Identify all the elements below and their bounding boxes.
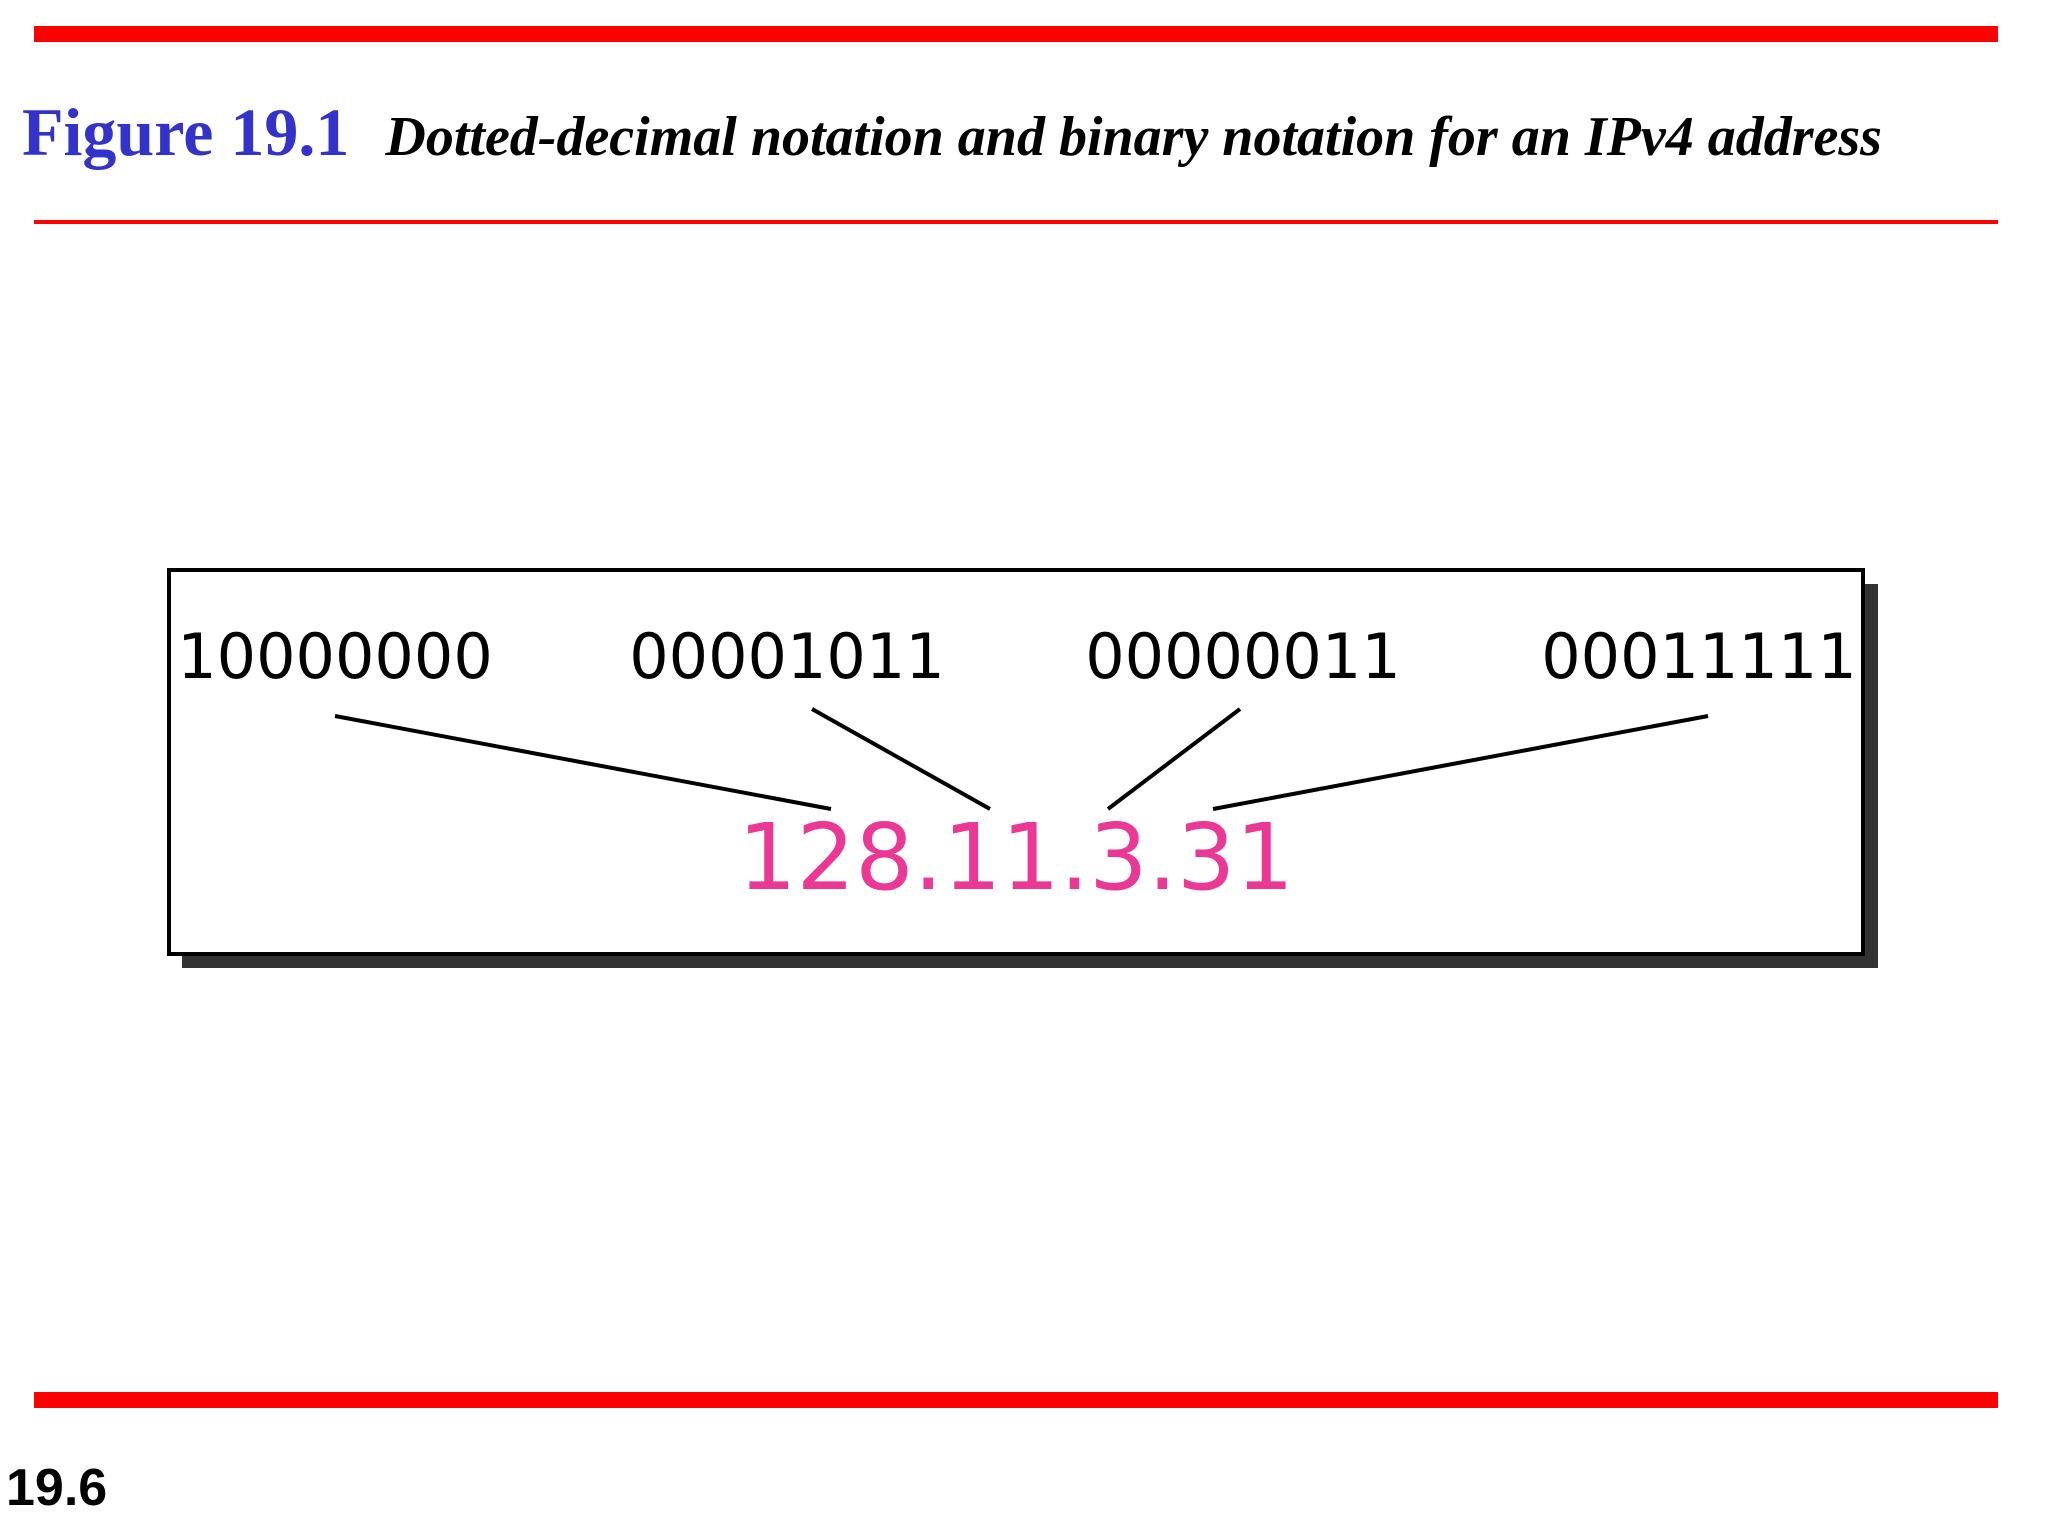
binary-octet-2: 00001011 <box>629 620 945 693</box>
connector-line-1 <box>334 714 832 811</box>
bottom-rule <box>34 1392 1998 1408</box>
connector-line-4 <box>1212 714 1709 811</box>
binary-octet-1: 10000000 <box>177 620 493 693</box>
figure-title: Figure 19.1 Dotted-decimal notation and b… <box>22 98 1882 166</box>
figure-caption: Dotted-decimal notation and binary notat… <box>385 106 1882 168</box>
connector-line-2 <box>811 707 991 811</box>
binary-octet-4: 00011111 <box>1541 620 1857 693</box>
figure-number: Figure 19.1 <box>22 94 350 170</box>
slide-number: 19.6 <box>6 1459 108 1517</box>
binary-octet-3: 00000011 <box>1085 620 1401 693</box>
connector-line-3 <box>1106 707 1242 811</box>
address-box <box>167 568 1865 956</box>
top-rule <box>34 26 1998 42</box>
dotted-decimal-address: 128.11.3.31 <box>738 804 1294 911</box>
title-underline-rule <box>34 220 1998 224</box>
